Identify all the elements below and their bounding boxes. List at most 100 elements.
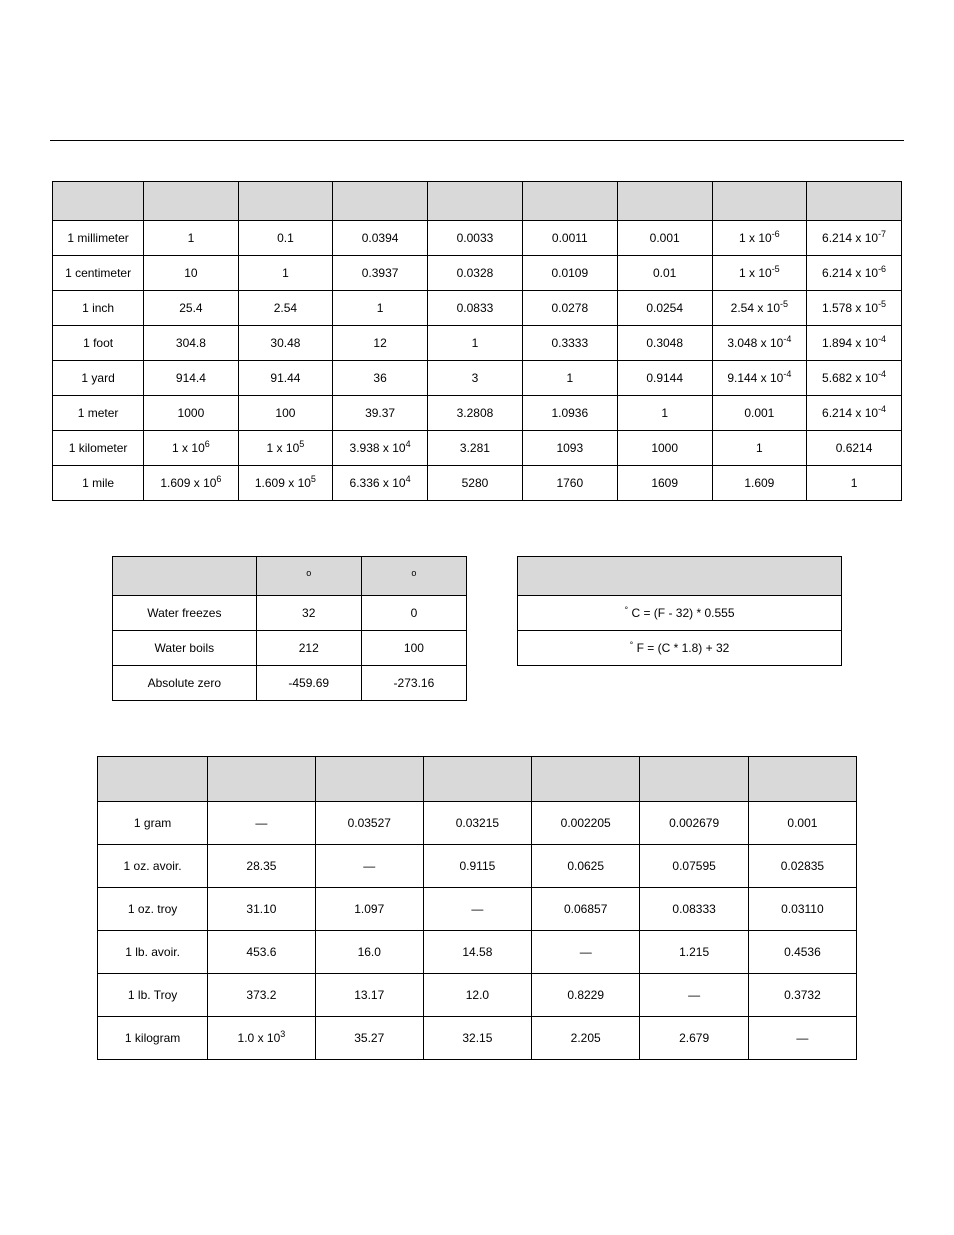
table-cell: 373.2 xyxy=(208,974,316,1017)
table-cell: Water freezes xyxy=(113,596,257,631)
table-cell: 914.4 xyxy=(144,361,239,396)
table-cell: 10 xyxy=(144,256,239,291)
table-cell: 1 xyxy=(333,291,428,326)
table-cell: 1 centimeter xyxy=(53,256,144,291)
table-cell: 0.9115 xyxy=(423,845,531,888)
table-cell: 0.08333 xyxy=(640,888,748,931)
table-cell: 13.17 xyxy=(315,974,423,1017)
table-cell: 0.02835 xyxy=(748,845,856,888)
length-header-cell xyxy=(807,182,902,221)
table-cell: 1 inch xyxy=(53,291,144,326)
table-row: 1 foot304.830.481210.33330.30483.048 x 1… xyxy=(53,326,902,361)
table-cell: 14.58 xyxy=(423,931,531,974)
table-cell: 0.3333 xyxy=(522,326,617,361)
table-cell: 0.0394 xyxy=(333,221,428,256)
table-cell: 6.336 x 104 xyxy=(333,466,428,501)
table-cell: 1 x 105 xyxy=(238,431,333,466)
table-row: ° C = (F - 32) * 0.555 xyxy=(518,596,842,631)
table-cell: Water boils xyxy=(113,631,257,666)
table-cell: 12.0 xyxy=(423,974,531,1017)
length-header-cell xyxy=(53,182,144,221)
table-cell: 32 xyxy=(256,596,361,631)
table-row: Absolute zero-459.69-273.16 xyxy=(113,666,467,701)
table-cell: 0.0625 xyxy=(531,845,639,888)
weight-header-row xyxy=(98,757,857,802)
table-cell: 0.9144 xyxy=(617,361,712,396)
length-table: 1 millimeter10.10.03940.00330.00110.0011… xyxy=(52,181,902,501)
table-cell: 0.03215 xyxy=(423,802,531,845)
table-cell: — xyxy=(640,974,748,1017)
table-cell: 100 xyxy=(238,396,333,431)
table-cell: 1.609 xyxy=(712,466,807,501)
table-row: 1 inch25.42.5410.08330.02780.02542.54 x … xyxy=(53,291,902,326)
table-cell: 0.0328 xyxy=(428,256,523,291)
page: 1 millimeter10.10.03940.00330.00110.0011… xyxy=(0,0,954,1120)
table-cell: 6.214 x 10-7 xyxy=(807,221,902,256)
table-cell: 1609 xyxy=(617,466,712,501)
table-cell: 1093 xyxy=(522,431,617,466)
table-cell: 3.2808 xyxy=(428,396,523,431)
table-cell: 1.578 x 10-5 xyxy=(807,291,902,326)
table-cell: 1 xyxy=(712,431,807,466)
table-cell: 100 xyxy=(361,631,466,666)
table-cell: 0.0033 xyxy=(428,221,523,256)
table-row: 1 lb. Troy373.213.1712.00.8229—0.3732 xyxy=(98,974,857,1017)
table-row: Water boils212100 xyxy=(113,631,467,666)
table-cell: 1 xyxy=(522,361,617,396)
table-cell: 1.894 x 10-4 xyxy=(807,326,902,361)
table-cell: 30.48 xyxy=(238,326,333,361)
table-cell: 5280 xyxy=(428,466,523,501)
table-cell: 2.54 xyxy=(238,291,333,326)
table-cell: 0.4536 xyxy=(748,931,856,974)
table-cell: 1.609 x 105 xyxy=(238,466,333,501)
table-row: 1 kilogram1.0 x 10335.2732.152.2052.679— xyxy=(98,1017,857,1060)
length-header-row xyxy=(53,182,902,221)
table-cell: 1 xyxy=(144,221,239,256)
table-cell: 6.214 x 10-4 xyxy=(807,396,902,431)
table-cell: 0.0109 xyxy=(522,256,617,291)
table-cell: 0.3048 xyxy=(617,326,712,361)
table-cell: Absolute zero xyxy=(113,666,257,701)
temp-header-f: o xyxy=(256,557,361,596)
table-cell: 0.0278 xyxy=(522,291,617,326)
weight-header-cell xyxy=(208,757,316,802)
weight-header-cell xyxy=(748,757,856,802)
table-cell: 453.6 xyxy=(208,931,316,974)
table-cell: 1 yard xyxy=(53,361,144,396)
table-cell: 0.002679 xyxy=(640,802,748,845)
table-cell: 28.35 xyxy=(208,845,316,888)
length-header-cell xyxy=(712,182,807,221)
formula-cell: ° F = (C * 1.8) + 32 xyxy=(518,631,842,666)
table-cell: 1 mile xyxy=(53,466,144,501)
table-cell: 35.27 xyxy=(315,1017,423,1060)
table-cell: 3.048 x 10-4 xyxy=(712,326,807,361)
length-header-cell xyxy=(333,182,428,221)
table-cell: 5.682 x 10-4 xyxy=(807,361,902,396)
table-cell: 1 gram xyxy=(98,802,208,845)
table-cell: 9.144 x 10-4 xyxy=(712,361,807,396)
weight-header-cell xyxy=(531,757,639,802)
table-cell: 1 lb. Troy xyxy=(98,974,208,1017)
table-cell: 0.03110 xyxy=(748,888,856,931)
temp-header-blank xyxy=(113,557,257,596)
table-row: 1 mile1.609 x 1061.609 x 1056.336 x 1045… xyxy=(53,466,902,501)
length-header-cell xyxy=(238,182,333,221)
table-cell: 1 lb. avoir. xyxy=(98,931,208,974)
table-cell: 6.214 x 10-6 xyxy=(807,256,902,291)
length-header-cell xyxy=(144,182,239,221)
table-cell: 0.001 xyxy=(712,396,807,431)
temperature-table: o o Water freezes320Water boils212100Abs… xyxy=(112,556,467,701)
table-cell: 304.8 xyxy=(144,326,239,361)
table-cell: 1.0 x 103 xyxy=(208,1017,316,1060)
table-cell: 25.4 xyxy=(144,291,239,326)
table-cell: — xyxy=(748,1017,856,1060)
table-cell: 1.0936 xyxy=(522,396,617,431)
table-row: ° F = (C * 1.8) + 32 xyxy=(518,631,842,666)
table-cell: 0.1 xyxy=(238,221,333,256)
table-cell: 3 xyxy=(428,361,523,396)
length-header-cell xyxy=(428,182,523,221)
table-cell: 1 xyxy=(617,396,712,431)
weight-header-cell xyxy=(315,757,423,802)
table-cell: 1 xyxy=(238,256,333,291)
table-cell: 0.001 xyxy=(748,802,856,845)
